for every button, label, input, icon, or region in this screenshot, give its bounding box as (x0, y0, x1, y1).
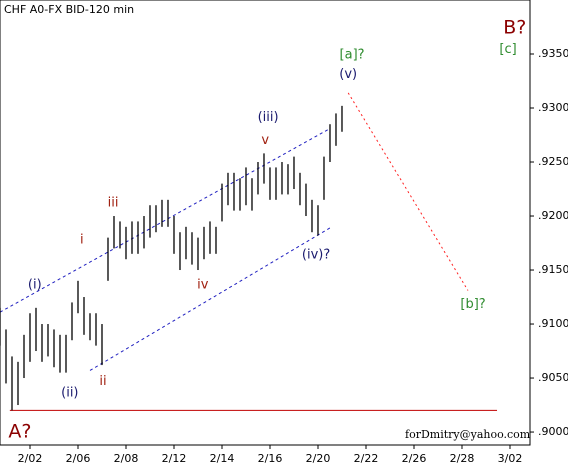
wave-label: [c] (499, 42, 516, 57)
wave-label: B? (503, 17, 526, 39)
plot-frame (0, 0, 531, 446)
chart-title: CHF A0-FX BID-120 min (4, 3, 134, 16)
x-tick-label: 2/20 (306, 452, 331, 465)
y-tick-label: .9250 (538, 155, 568, 168)
trend-line (89, 227, 331, 371)
wave-label: ii (99, 374, 106, 389)
x-tick-label: 2/22 (354, 452, 379, 465)
x-tick-label: 2/26 (402, 452, 427, 465)
footer: forDmitry@yahoo.com (405, 428, 531, 441)
wave-label: i (80, 232, 84, 247)
trend-line (347, 92, 469, 291)
y-tick-label: .9350 (538, 47, 568, 60)
wave-label: (iii) (258, 110, 279, 125)
y-tick-label: .9050 (538, 371, 568, 384)
x-tick-label: 2/06 (66, 452, 91, 465)
wave-label: (ii) (61, 386, 78, 401)
wave-label: iii (108, 196, 119, 211)
wave-label: (i) (28, 278, 42, 293)
y-tick-label: .9300 (538, 101, 568, 114)
x-tick-label: 2/08 (114, 452, 139, 465)
y-tick-label: .9000 (538, 425, 568, 438)
x-tick-label: 2/14 (210, 452, 235, 465)
y-tick-label: .9100 (538, 317, 568, 330)
wave-label: (v) (339, 67, 357, 82)
x-tick-label: 2/02 (18, 452, 43, 465)
x-tick-label: 3/02 (498, 452, 523, 465)
trend-line (0, 128, 331, 313)
y-tick-label: .9150 (538, 263, 568, 276)
wave-label: [a]? (340, 48, 365, 63)
x-tick-label: 2/12 (162, 452, 187, 465)
y-tick-label: .9200 (538, 209, 568, 222)
x-tick-label: 2/28 (450, 452, 475, 465)
wave-label: [b]? (460, 297, 485, 312)
wave-label: iv (197, 278, 209, 293)
wave-label: A? (8, 421, 31, 443)
wave-label: v (261, 133, 269, 148)
x-tick-label: 2/16 (258, 452, 283, 465)
wave-label: (iv)? (302, 247, 330, 262)
